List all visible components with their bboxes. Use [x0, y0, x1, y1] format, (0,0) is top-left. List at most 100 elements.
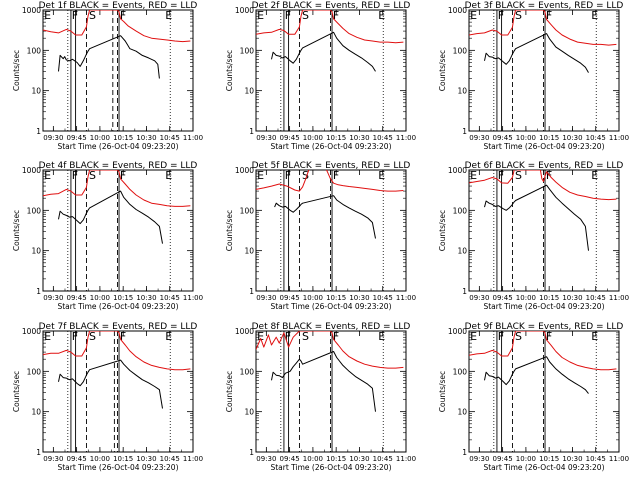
x-tick-label: 09:30: [43, 294, 63, 302]
y-tick-label: 1: [249, 448, 254, 457]
marker-letter-f: F: [72, 9, 78, 22]
marker-letter-e: E: [165, 330, 172, 343]
x-tick-label: 10:30: [562, 455, 582, 463]
y-tick-label: 1: [462, 287, 467, 296]
y-tick-label: 1000: [235, 166, 254, 175]
x-tick-label: 09:30: [43, 134, 63, 142]
x-tick-label: 10:15: [326, 294, 346, 302]
x-tick-label: 10:30: [136, 455, 156, 463]
events-series-line: [271, 31, 376, 72]
x-tick-label: 10:00: [90, 455, 110, 463]
marker-letter-e: E: [470, 330, 477, 343]
y-tick-label: 100: [27, 367, 42, 376]
y-axis-label: Counts/sec: [438, 371, 447, 412]
marker-letter-e: E: [470, 9, 477, 22]
x-tick-label: 11:00: [609, 294, 629, 302]
marker-letter-f: F: [120, 330, 126, 343]
marker-letter-e: E: [44, 169, 51, 182]
lld-series-line: [256, 170, 404, 192]
marker-letter-s: S: [89, 169, 96, 182]
y-tick-label: 1000: [448, 327, 467, 336]
x-tick-label: 10:15: [113, 455, 133, 463]
x-tick-label: 09:45: [67, 455, 87, 463]
x-tick-label: 09:45: [280, 294, 300, 302]
y-tick-label: 1000: [235, 327, 254, 336]
y-tick-label: 100: [27, 46, 42, 55]
x-tick-label: 09:30: [469, 455, 489, 463]
x-tick-label: 09:30: [256, 455, 276, 463]
marker-letter-s: S: [302, 9, 309, 22]
x-axis-label: Start Time (26-Oct-04 09:23:20): [483, 463, 604, 472]
x-tick-label: 10:30: [349, 455, 369, 463]
x-tick-label: 09:45: [493, 294, 513, 302]
x-tick-label: 09:30: [43, 455, 63, 463]
events-series-line: [484, 33, 589, 73]
x-tick-label: 10:00: [303, 134, 323, 142]
y-tick-label: 1: [249, 127, 254, 136]
events-series-line: [274, 195, 376, 239]
marker-letter-f: F: [120, 9, 126, 22]
y-axis-label: Counts/sec: [12, 371, 21, 412]
y-tick-label: 1000: [22, 6, 41, 15]
x-tick-label: 10:00: [90, 294, 110, 302]
lld-series-line: [43, 10, 191, 43]
y-tick-label: 100: [27, 206, 42, 215]
y-tick-label: 1: [36, 287, 41, 296]
panel-title: Det 5f BLACK = Events, RED = LLD: [252, 161, 411, 171]
marker-letter-e: E: [44, 330, 51, 343]
marker-letter-s: S: [515, 169, 522, 182]
x-axis-label: Start Time (26-Oct-04 09:23:20): [483, 302, 604, 311]
x-tick-label: 10:45: [160, 134, 180, 142]
y-tick-label: 1000: [22, 327, 41, 336]
y-tick-label: 100: [453, 46, 468, 55]
y-axis-label: Counts/sec: [438, 210, 447, 251]
y-tick-label: 1000: [22, 166, 41, 175]
x-tick-label: 10:15: [539, 455, 559, 463]
x-axis-label: Start Time (26-Oct-04 09:23:20): [270, 463, 391, 472]
x-tick-label: 10:15: [326, 134, 346, 142]
events-series-line: [484, 356, 589, 394]
x-tick-label: 10:45: [586, 294, 606, 302]
lld-series-line: [256, 10, 404, 44]
panel-title: Det 1f BLACK = Events, RED = LLD: [39, 1, 198, 11]
x-tick-label: 10:30: [136, 294, 156, 302]
y-axis-label: Counts/sec: [12, 210, 21, 251]
y-axis-label: Counts/sec: [225, 50, 234, 91]
lld-series-line: [256, 331, 404, 369]
y-tick-label: 10: [31, 408, 41, 417]
x-tick-label: 10:45: [586, 134, 606, 142]
x-tick-label: 10:45: [373, 455, 393, 463]
marker-letter-e: E: [165, 169, 172, 182]
marker-letter-f: F: [498, 9, 504, 22]
lld-series-line: [43, 331, 191, 371]
marker-letter-f: F: [333, 9, 339, 22]
x-tick-label: 10:00: [303, 294, 323, 302]
x-axis-label: Start Time (26-Oct-04 09:23:20): [57, 142, 178, 151]
x-tick-label: 10:45: [373, 294, 393, 302]
marker-letter-s: S: [302, 330, 309, 343]
marker-letter-e: E: [591, 169, 598, 182]
y-tick-label: 100: [453, 367, 468, 376]
marker-letter-f: F: [72, 330, 78, 343]
x-tick-label: 09:30: [256, 134, 276, 142]
marker-letter-f: F: [333, 330, 339, 343]
marker-letter-f: F: [498, 330, 504, 343]
panel-title: Det 2f BLACK = Events, RED = LLD: [252, 1, 411, 11]
x-tick-label: 10:30: [562, 294, 582, 302]
plot-frame: [468, 169, 620, 292]
x-tick-label: 11:00: [609, 134, 629, 142]
y-tick-label: 10: [31, 87, 41, 96]
marker-letter-s: S: [515, 330, 522, 343]
y-tick-label: 1: [462, 448, 467, 457]
marker-letter-f: F: [72, 169, 78, 182]
y-axis-label: Counts/sec: [12, 50, 21, 91]
y-tick-label: 10: [31, 247, 41, 256]
events-series-line: [58, 190, 163, 244]
detector-panel: Det 1f BLACK = Events, RED = LLD 1 10 100 10…: [12, 1, 203, 151]
x-tick-label: 09:30: [469, 294, 489, 302]
detector-panel: Det 4f BLACK = Events, RED = LLD 1 10 100 10…: [12, 161, 203, 311]
marker-letter-f: F: [498, 169, 504, 182]
x-tick-label: 10:00: [516, 294, 536, 302]
y-tick-label: 10: [244, 408, 254, 417]
